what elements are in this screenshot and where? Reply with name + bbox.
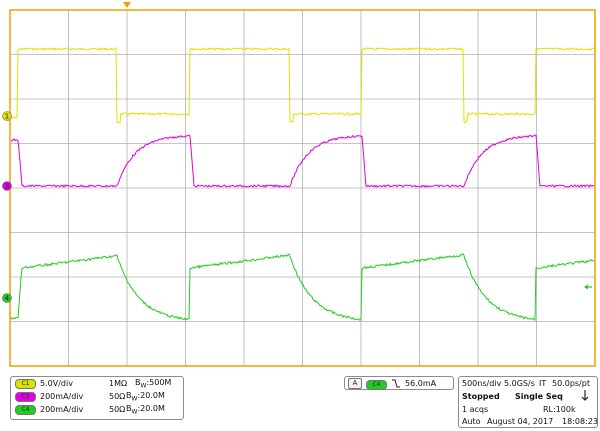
channel-1-scale: 5.0V/div (40, 379, 73, 388)
trigger-level: 56.0mA (405, 379, 437, 388)
graticule-grid (9, 9, 596, 367)
channel-3-badge: C3 (15, 391, 36, 402)
channel-1-bandwidth: BW:500M (135, 377, 172, 390)
sample-rate: 5.0GS/s (504, 379, 535, 388)
acquisition-count: 1 acqs (462, 405, 489, 414)
channel-3-trace (11, 134, 595, 188)
channel-3-impedance: 50Ω (109, 392, 126, 401)
channel-4-bandwidth: BW:20.0M (126, 403, 165, 416)
record-length: RL:100k (543, 405, 576, 414)
trigger-position-marker[interactable] (123, 2, 131, 8)
channel-3-scale: 200mA/div (40, 392, 84, 401)
channel-1-badge: C1 (15, 378, 36, 389)
trigger-level-arrowhead (584, 284, 588, 290)
acquisition-mode: Single Seq (515, 392, 563, 401)
trigger-source-badge: C4 (366, 379, 393, 390)
ps-per-point: 50.0ps/pt (552, 379, 590, 388)
channel-settings-panel: C1 5.0V/div 1MΩ BW:500M C3 200mA/div 50Ω… (10, 376, 184, 420)
channel-3-bandwidth: BW:20.0M (126, 390, 165, 403)
it-label: IT (539, 379, 547, 388)
capture-date: August 04, 2017 (487, 417, 554, 426)
svg-text:3: 3 (5, 183, 9, 191)
oscilloscope-display: 1 3 4 (2, 2, 596, 367)
channel-4-badge: C4 (15, 404, 36, 415)
svg-text:4: 4 (5, 295, 10, 303)
acquisition-state: Stopped (462, 392, 500, 401)
channel-1-settings[interactable]: C1 5.0V/div 1MΩ BW:500M (15, 378, 171, 389)
capture-time: 18:08:23 (562, 417, 598, 426)
acquisition-panel[interactable]: 500ns/div 5.0GS/s IT 50.0ps/pt Stopped S… (458, 376, 598, 428)
channel-4-settings[interactable]: C4 200mA/div 50Ω BW:20.0M (15, 404, 165, 415)
trigger-panel[interactable]: A C4 56.0mA (344, 376, 454, 390)
timebase: 500ns/div (462, 379, 502, 388)
channel-1-marker[interactable]: 1 (2, 111, 12, 121)
channel-4-marker[interactable]: 4 (2, 293, 12, 303)
trigger-auto-mode: Auto (462, 417, 481, 426)
channel-1-impedance: 1MΩ (109, 379, 128, 388)
single-sequence-icon (581, 390, 589, 401)
falling-edge-icon (392, 379, 400, 388)
channel-3-settings[interactable]: C3 200mA/div 50Ω BW:20.0M (15, 391, 165, 402)
channel-4-scale: 200mA/div (40, 405, 84, 414)
trigger-mode-badge: A (348, 378, 362, 389)
channel-3-marker[interactable]: 3 (2, 181, 12, 191)
svg-text:1: 1 (5, 113, 9, 121)
channel-1-trace (10, 47, 595, 124)
channel-4-impedance: 50Ω (109, 405, 126, 414)
channel-4-trace (10, 252, 595, 322)
